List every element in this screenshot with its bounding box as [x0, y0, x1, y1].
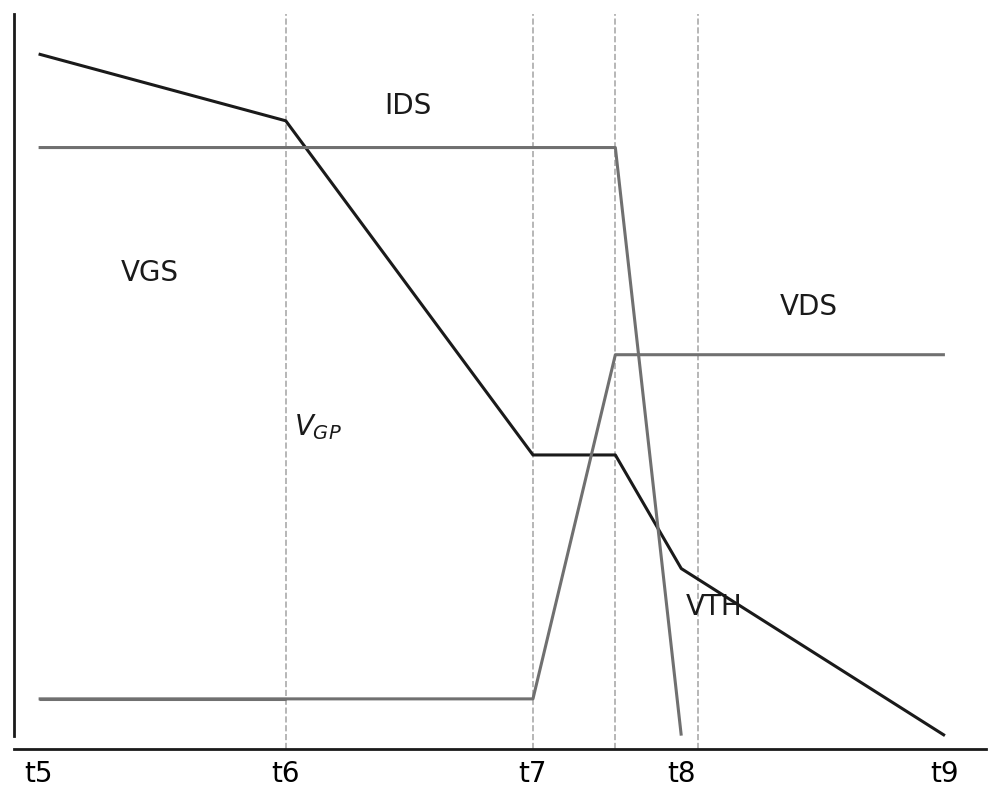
- Text: VGS: VGS: [121, 259, 179, 287]
- Text: IDS: IDS: [385, 92, 432, 120]
- Text: VTH: VTH: [685, 593, 742, 622]
- Text: VDS: VDS: [780, 293, 838, 321]
- Text: $V_{GP}$: $V_{GP}$: [294, 412, 342, 442]
